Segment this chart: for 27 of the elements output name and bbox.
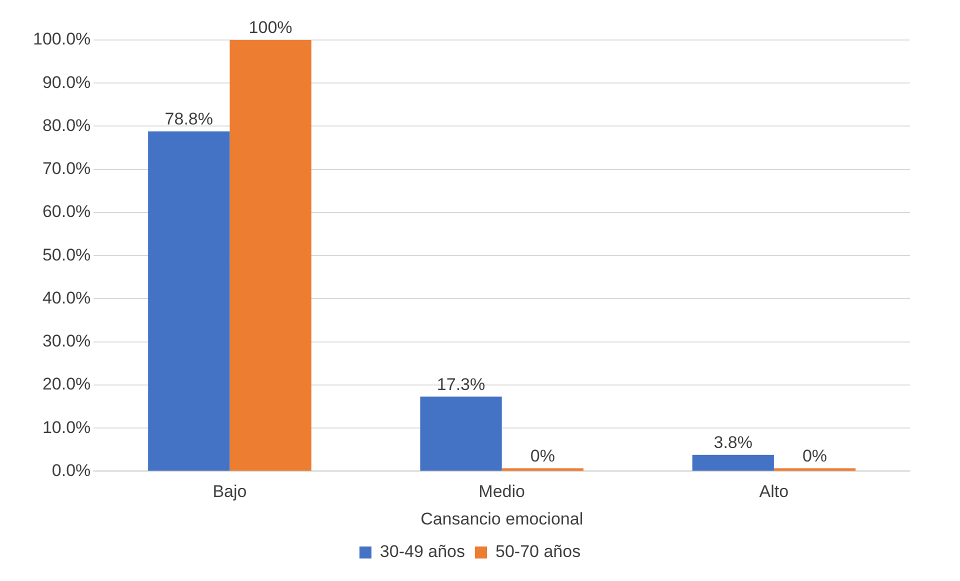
data-label: 17.3% bbox=[436, 374, 486, 394]
x-tick-label: Bajo bbox=[212, 482, 247, 502]
data-label: 100% bbox=[248, 18, 292, 38]
y-tick-label: 40.0% bbox=[42, 288, 91, 308]
bar bbox=[230, 40, 312, 471]
y-tick-label: 80.0% bbox=[42, 116, 91, 135]
y-tick-label: 20.0% bbox=[42, 374, 91, 394]
data-label: 78.8% bbox=[164, 110, 213, 129]
data-label: 0% bbox=[802, 446, 828, 466]
bar bbox=[502, 468, 584, 471]
y-tick-label: 0.0% bbox=[52, 460, 91, 480]
y-tick-label: 70.0% bbox=[42, 159, 91, 178]
bar bbox=[148, 131, 230, 471]
data-label: 3.8% bbox=[714, 433, 752, 452]
y-tick-label: 50.0% bbox=[42, 245, 91, 264]
y-tick-label: 100.0% bbox=[32, 30, 91, 49]
y-tick-label: 60.0% bbox=[42, 202, 91, 222]
x-tick-label: Alto bbox=[759, 482, 789, 502]
x-tick-label: Medio bbox=[478, 482, 525, 502]
y-tick-label: 10.0% bbox=[42, 418, 91, 437]
y-tick-label: 90.0% bbox=[42, 72, 91, 92]
y-tick-label: 30.0% bbox=[42, 332, 91, 351]
bar bbox=[774, 468, 856, 471]
data-label: 0% bbox=[530, 446, 555, 466]
x-axis-title: Cansancio emocional bbox=[420, 509, 584, 528]
legend-label: 30-49 años bbox=[380, 542, 466, 562]
legend-label: 50-70 años bbox=[496, 542, 581, 562]
